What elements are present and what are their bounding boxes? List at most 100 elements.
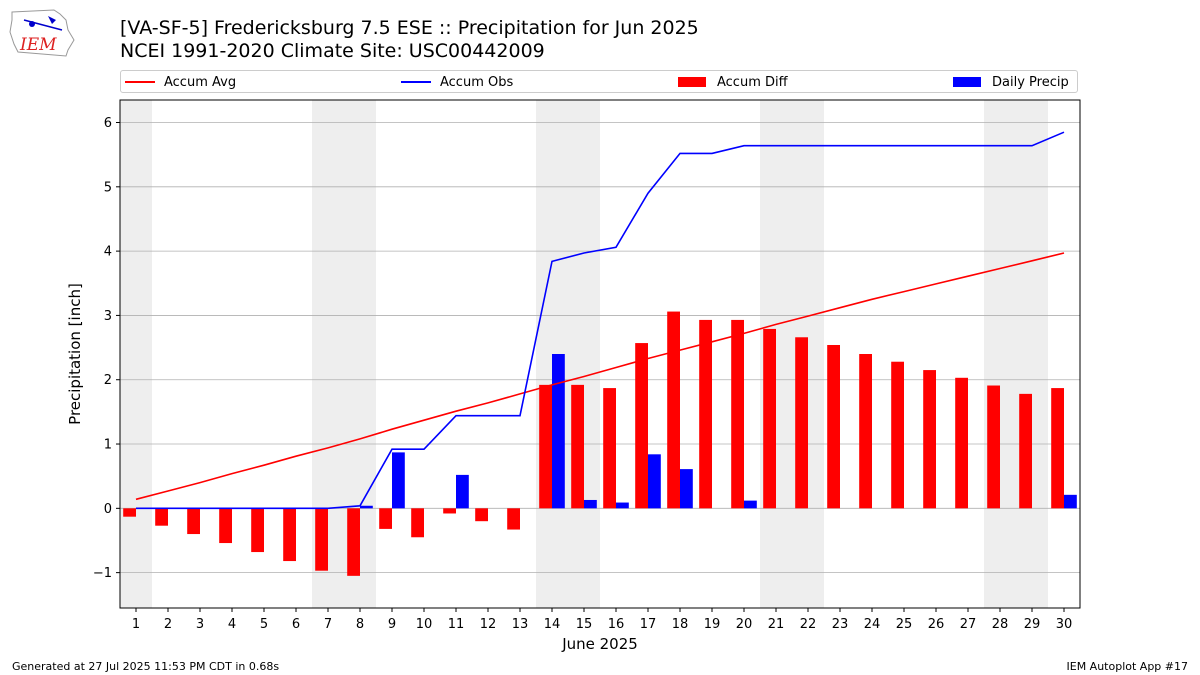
accum-diff-bar xyxy=(411,508,424,538)
legend-item-daily-precip: Daily Precip xyxy=(953,73,1069,91)
accum-diff-bar xyxy=(539,384,552,509)
x-tick-label: 7 xyxy=(324,617,332,632)
accum-diff-bar xyxy=(379,508,392,529)
y-tick-label: 6 xyxy=(104,116,112,131)
accum-diff-bar xyxy=(859,354,872,509)
y-tick-label: 5 xyxy=(104,180,112,195)
y-axis-label: Precipitation [inch] xyxy=(66,283,84,425)
x-tick-label: 23 xyxy=(832,617,849,632)
chart-subtitle: NCEI 1991-2020 Climate Site: USC00442009 xyxy=(120,40,545,62)
legend-label-accum-avg: Accum Avg xyxy=(164,74,237,90)
y-tick-label: 1 xyxy=(104,438,112,453)
daily-precip-bar xyxy=(616,502,629,509)
x-tick-label: 28 xyxy=(992,617,1009,632)
footer-generated-text: Generated at 27 Jul 2025 11:53 PM CDT in… xyxy=(12,660,280,673)
accum-diff-bar xyxy=(475,508,488,522)
x-tick-label: 21 xyxy=(768,617,785,632)
weekend-band xyxy=(120,100,152,608)
daily-precip-bar xyxy=(584,499,597,509)
y-tick-label: 4 xyxy=(104,245,112,260)
accum-diff-bar xyxy=(635,343,648,509)
x-axis-label: June 2025 xyxy=(561,635,638,653)
legend-item-accum-avg: Accum Avg xyxy=(125,73,236,91)
weekend-band xyxy=(984,100,1016,608)
weekend-band xyxy=(568,100,600,608)
x-tick-label: 1 xyxy=(132,617,140,632)
x-tick-label: 12 xyxy=(480,617,497,632)
daily-precip-bar xyxy=(744,500,757,509)
accum-diff-bar xyxy=(123,508,136,517)
daily-precip-bar xyxy=(456,474,469,509)
x-tick-label: 9 xyxy=(388,617,396,632)
x-tick-label: 4 xyxy=(228,617,236,632)
daily-precip-bar xyxy=(680,469,693,509)
accum-diff-bar xyxy=(763,328,776,509)
y-tick-label: 3 xyxy=(104,309,112,324)
legend-label-daily-precip: Daily Precip xyxy=(992,74,1069,90)
x-tick-label: 15 xyxy=(576,617,593,632)
daily-precip-bar xyxy=(1064,494,1077,509)
daily-precip-bar xyxy=(552,354,565,509)
legend-label-accum-diff: Accum Diff xyxy=(717,74,788,90)
chart-title: [VA-SF-5] Fredericksburg 7.5 ESE :: Prec… xyxy=(120,17,699,39)
x-tick-label: 16 xyxy=(608,617,625,632)
x-tick-label: 18 xyxy=(672,617,689,632)
y-tick-label: 0 xyxy=(104,502,112,517)
accum-diff-bar xyxy=(571,384,584,509)
accum-avg-line xyxy=(135,252,1065,501)
accum-diff-bar xyxy=(827,344,840,509)
accum-diff-bar xyxy=(891,361,904,509)
accum-diff-bar xyxy=(923,370,936,509)
x-tick-label: 22 xyxy=(800,617,817,632)
legend-swatch-accum-obs xyxy=(401,81,431,83)
accum-diff-bar xyxy=(443,508,456,514)
daily-precip-bar xyxy=(360,505,373,509)
x-tick-label: 14 xyxy=(544,617,561,632)
legend-item-accum-obs: Accum Obs xyxy=(401,73,513,91)
accum-diff-bar xyxy=(219,508,232,544)
x-tick-label: 10 xyxy=(416,617,433,632)
x-tick-label: 20 xyxy=(736,617,753,632)
daily-precip-bar xyxy=(392,452,405,509)
accum-diff-bar xyxy=(603,388,616,509)
accum-diff-bar xyxy=(955,377,968,509)
x-tick-label: 29 xyxy=(1024,617,1041,632)
legend-swatch-accum-avg xyxy=(125,81,155,83)
x-tick-label: 26 xyxy=(928,617,945,632)
x-tick-label: 24 xyxy=(864,617,881,632)
iem-logo: IEM xyxy=(9,9,75,57)
x-tick-label: 17 xyxy=(640,617,657,632)
logo-text: IEM xyxy=(19,35,57,55)
accum-diff-bar xyxy=(731,319,744,509)
x-tick-label: 27 xyxy=(960,617,977,632)
accum-diff-bar xyxy=(699,319,712,509)
weekend-band xyxy=(1016,100,1048,608)
x-tick-label: 11 xyxy=(448,617,465,632)
x-tick-label: 25 xyxy=(896,617,913,632)
daily-precip-bar xyxy=(648,454,661,509)
footer-app-text: IEM Autoplot App #17 xyxy=(1066,660,1189,673)
legend-item-accum-diff: Accum Diff xyxy=(678,73,788,91)
legend-swatch-daily-precip xyxy=(953,77,981,87)
legend-swatch-accum-diff xyxy=(678,77,706,87)
accum-diff-bar xyxy=(347,508,360,576)
accum-diff-bar xyxy=(251,508,264,553)
accum-diff-bar xyxy=(1019,393,1032,509)
x-tick-label: 5 xyxy=(260,617,268,632)
legend-label-accum-obs: Accum Obs xyxy=(440,74,514,90)
y-tick-label: 2 xyxy=(104,373,112,388)
chart-legend: Accum Avg Accum Obs Accum Diff Daily Pre… xyxy=(120,70,1078,93)
accum-diff-bar xyxy=(795,337,808,509)
accum-diff-bar xyxy=(155,508,168,526)
accum-diff-bar xyxy=(283,508,296,562)
accum-diff-bar xyxy=(667,311,680,509)
x-tick-label: 3 xyxy=(196,617,204,632)
accum-diff-bar xyxy=(315,508,328,571)
x-tick-label: 30 xyxy=(1056,617,1073,632)
y-tick-label: −1 xyxy=(93,566,112,581)
plot-frame xyxy=(119,99,1081,609)
x-tick-label: 8 xyxy=(356,617,364,632)
accum-diff-bar xyxy=(1051,388,1064,509)
accum-diff-bar xyxy=(987,385,1000,509)
